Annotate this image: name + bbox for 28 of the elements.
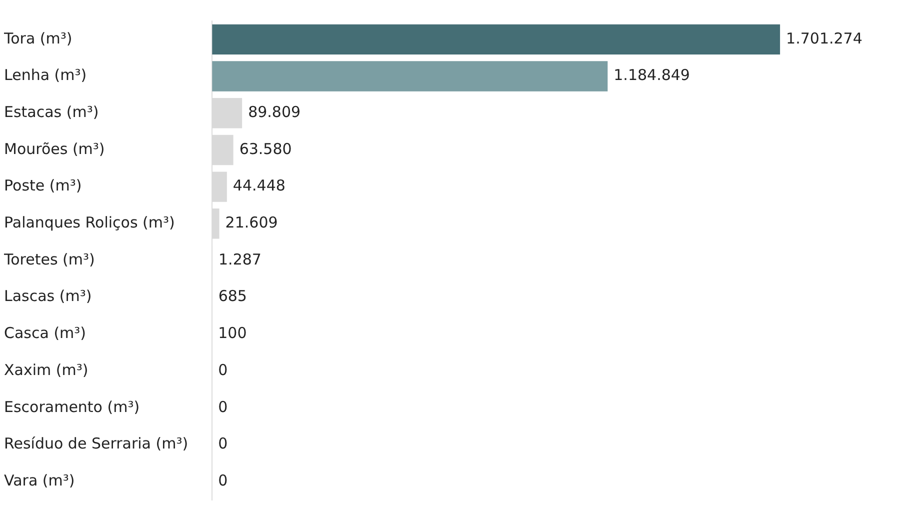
data-label: 100	[218, 324, 247, 342]
y-tick-label: Poste (m³)	[4, 176, 82, 195]
y-tick-label: Lascas (m³)	[4, 287, 92, 306]
data-label: 0	[218, 471, 228, 490]
bar	[212, 61, 608, 92]
data-label: 1.701.274	[786, 29, 862, 48]
data-label: 89.809	[248, 103, 301, 122]
data-label: 21.609	[225, 214, 278, 232]
bar	[212, 24, 780, 55]
data-label: 685	[218, 287, 247, 306]
data-label: 0	[218, 434, 228, 453]
y-tick-label: Estacas (m³)	[4, 103, 99, 122]
data-label: 1.184.849	[614, 66, 690, 84]
y-tick-label: Toretes (m³)	[3, 250, 95, 268]
y-tick-label: Palanques Roliços (m³)	[4, 214, 175, 232]
y-tick-label: Casca (m³)	[4, 324, 86, 342]
y-tick-label: Resíduo de Serraria (m³)	[4, 434, 188, 453]
y-tick-label: Mourões (m³)	[4, 140, 105, 158]
y-tick-label: Escoramento (m³)	[4, 398, 140, 416]
y-tick-label: Xaxim (m³)	[4, 360, 88, 379]
data-label: 44.448	[232, 176, 286, 195]
data-label: 63.580	[239, 140, 292, 158]
data-label: 0	[218, 360, 228, 379]
y-tick-label: Vara (m³)	[4, 471, 75, 490]
data-label: 1.287	[218, 250, 262, 268]
y-tick-label: Tora (m³)	[3, 29, 72, 48]
y-tick-label: Lenha (m³)	[4, 66, 87, 84]
data-label: 0	[218, 398, 228, 416]
